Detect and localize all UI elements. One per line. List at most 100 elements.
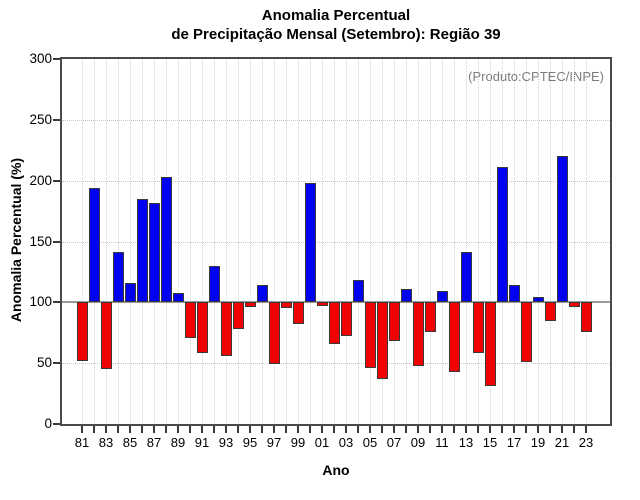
x-tick-label: 03	[338, 435, 354, 450]
x-axis-tick	[549, 426, 551, 433]
horizontal-gridline	[62, 363, 610, 365]
x-axis-tick	[393, 426, 395, 433]
y-axis-tick	[53, 118, 60, 121]
y-tick-label: 250	[29, 111, 52, 127]
y-axis-tick	[53, 240, 60, 243]
y-axis-tick	[53, 423, 60, 425]
chart-bar	[148, 202, 160, 303]
x-axis-tick	[573, 426, 575, 433]
horizontal-gridline	[62, 241, 610, 243]
chart-bar	[196, 302, 208, 354]
x-tick-label: 95	[242, 435, 258, 450]
x-tick-label: 81	[74, 435, 90, 450]
chart-bar	[508, 285, 520, 303]
chart-bar	[244, 302, 256, 308]
x-axis-tick	[201, 426, 203, 433]
x-tick-label: 11	[435, 435, 449, 450]
chart-bar	[124, 282, 136, 303]
x-axis-tick	[585, 426, 587, 433]
chart-bar	[556, 156, 568, 303]
x-tick-label: 89	[170, 435, 186, 450]
x-axis-tick	[381, 426, 383, 433]
x-tick-label: 13	[458, 435, 474, 450]
x-axis-tick	[369, 426, 371, 433]
x-axis-tick	[321, 426, 323, 433]
x-tick-label: 19	[530, 435, 546, 450]
x-tick-label: 91	[194, 435, 210, 450]
chart-title-line1: Anomalia Percentual	[261, 7, 411, 24]
x-axis-tick	[477, 426, 479, 433]
x-axis-tick	[249, 426, 251, 433]
x-axis-tick	[453, 426, 455, 433]
y-tick-label: 300	[29, 51, 52, 66]
x-tick-label: 87	[146, 435, 162, 450]
x-axis-tick	[273, 426, 275, 433]
x-axis-tick	[561, 426, 563, 433]
chart-bar	[376, 302, 388, 379]
x-axis-tick	[117, 426, 119, 433]
chart-bar	[184, 302, 196, 338]
x-axis-tick	[441, 426, 443, 433]
chart-bar	[400, 288, 412, 303]
x-axis-tick	[285, 426, 287, 433]
y-axis-tick	[53, 58, 60, 60]
chart-bar	[388, 302, 400, 342]
chart-bar	[172, 292, 184, 303]
x-tick-label: 93	[218, 435, 234, 450]
chart-bar	[268, 302, 280, 365]
chart-bar	[100, 302, 112, 370]
chart-bar	[544, 302, 556, 321]
x-axis-tick	[525, 426, 527, 433]
chart-bar	[364, 302, 376, 369]
chart-bar	[484, 302, 496, 387]
y-tick-label: 0	[44, 416, 52, 431]
x-tick-label: 23	[578, 435, 594, 450]
x-axis-tick	[213, 426, 215, 433]
x-axis-tick	[165, 426, 167, 433]
x-tick-label: 01	[314, 435, 330, 450]
x-tick-label: 05	[362, 435, 378, 450]
chart-bar	[208, 265, 220, 303]
x-axis-tick	[489, 426, 491, 433]
x-axis-tick	[357, 426, 359, 433]
x-axis-tick	[465, 426, 467, 433]
chart-bar	[88, 187, 100, 303]
y-axis-tick	[53, 301, 60, 304]
y-axis-tick	[53, 179, 60, 182]
chart-bar	[76, 302, 88, 361]
plot-area-border	[60, 57, 612, 426]
x-axis-tick	[333, 426, 335, 433]
chart-bar	[280, 302, 292, 309]
x-axis-tick	[129, 426, 131, 433]
chart-bar	[160, 177, 172, 303]
x-axis-tick	[405, 426, 407, 433]
chart-bar	[412, 302, 424, 366]
chart-bar	[448, 302, 460, 372]
chart-bar	[112, 252, 124, 303]
x-tick-label: 99	[290, 435, 306, 450]
chart-bar	[256, 285, 268, 303]
x-axis-title: Ano	[322, 462, 350, 478]
chart-bar	[136, 198, 148, 303]
horizontal-gridline	[62, 119, 610, 121]
chart-bar	[232, 302, 244, 330]
x-axis-tick	[429, 426, 431, 433]
chart-bar	[424, 302, 436, 332]
chart-bar	[292, 302, 304, 325]
chart-bar	[352, 280, 364, 303]
chart-bar	[520, 302, 532, 362]
y-tick-label: 150	[29, 233, 52, 249]
x-axis-tick	[513, 426, 515, 433]
chart-bar	[328, 302, 340, 344]
x-axis-tick	[141, 426, 143, 433]
chart-bar	[304, 183, 316, 303]
y-tick-label: 200	[29, 172, 52, 188]
x-axis-tick	[105, 426, 107, 433]
x-axis-tick	[225, 426, 227, 433]
x-axis-tick	[237, 426, 239, 433]
x-axis-tick	[93, 426, 95, 433]
y-axis-tick	[53, 362, 60, 365]
x-tick-label: 85	[122, 435, 138, 450]
y-tick-label: 100	[29, 294, 52, 310]
x-axis-tick	[261, 426, 263, 433]
